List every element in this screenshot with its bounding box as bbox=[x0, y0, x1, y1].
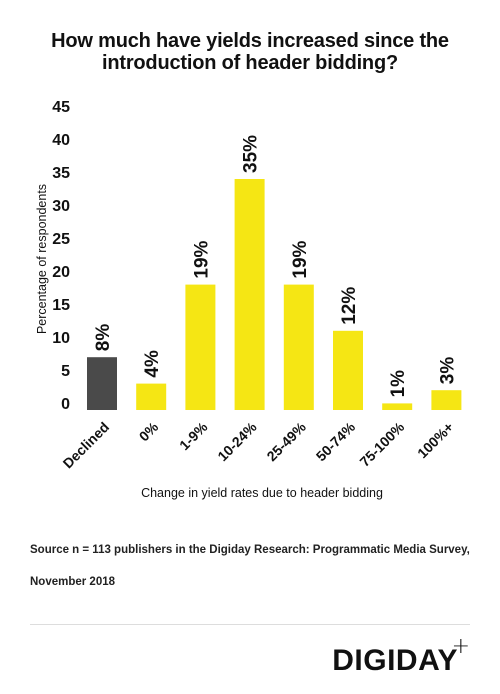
chart-title: How much have yields increased since the… bbox=[0, 30, 500, 74]
value-label: 19% bbox=[191, 240, 212, 278]
bar-10-24 bbox=[234, 179, 265, 410]
y-tick-label: 35 bbox=[52, 165, 70, 182]
bar-chart: 0 5 10 15 20 25 30 35 40 45 Percentage of responde… bbox=[35, 99, 462, 500]
digiday-logo: DIGIDAY bbox=[332, 644, 458, 677]
value-label: 1% bbox=[388, 370, 409, 398]
y-axis-ticks: 0 5 10 15 20 25 30 35 40 45 bbox=[52, 99, 70, 413]
y-tick-label: 40 bbox=[52, 132, 70, 149]
x-axis-label: Change in yield rates due to header bidd… bbox=[141, 486, 383, 500]
y-tick-label: 15 bbox=[52, 297, 70, 314]
category-labels: Declined 0% 1-9% 10-24% 25-49% 50-74%75-100% 1… bbox=[60, 418, 457, 471]
y-axis-label: Percentage of respondents bbox=[35, 184, 49, 334]
chart-title-line-1: How much have yields increased since the bbox=[51, 30, 449, 52]
y-tick-label: 30 bbox=[52, 198, 70, 215]
bar-declined bbox=[87, 357, 117, 410]
bars bbox=[87, 179, 462, 410]
value-labels: 8% 4% 19% 35% 19% 12% 1% 3% bbox=[93, 135, 458, 398]
category-label: 25-49% bbox=[263, 418, 309, 464]
y-tick-label: 0 bbox=[61, 396, 70, 413]
source-note: Source n = 113 publishers in the Digiday… bbox=[30, 544, 470, 556]
category-label: 100%+ bbox=[414, 419, 456, 461]
category-label: 75-100% bbox=[356, 418, 407, 469]
y-tick-label: 20 bbox=[52, 264, 70, 281]
y-tick-label: 25 bbox=[52, 231, 70, 248]
category-label: 0% bbox=[136, 418, 162, 444]
category-label: 50-74% bbox=[313, 418, 359, 464]
value-label: 3% bbox=[437, 357, 458, 385]
source-note-date: November 2018 bbox=[30, 576, 116, 588]
bar-25-49 bbox=[283, 284, 314, 410]
category-label: 10-24% bbox=[214, 418, 260, 464]
bar-0 bbox=[136, 383, 167, 410]
bar-75-100 bbox=[382, 403, 413, 410]
value-label: 8% bbox=[93, 324, 114, 352]
y-tick-label: 5 bbox=[61, 363, 70, 380]
bar-100 bbox=[431, 390, 462, 410]
y-tick-label: 10 bbox=[52, 330, 70, 347]
value-label: 12% bbox=[339, 287, 360, 325]
value-label: 4% bbox=[142, 350, 163, 378]
bar-50-74 bbox=[333, 330, 363, 410]
value-label: 35% bbox=[241, 135, 262, 173]
chart-title-line-2: introduction of header bidding? bbox=[102, 52, 398, 74]
category-label: Declined bbox=[60, 419, 113, 472]
plus-icon: + bbox=[451, 634, 470, 659]
footer-divider bbox=[30, 624, 470, 625]
value-label: 19% bbox=[290, 240, 311, 278]
bar-1-9 bbox=[185, 284, 216, 410]
y-tick-label: 45 bbox=[52, 99, 70, 116]
category-label: 1-9% bbox=[176, 418, 211, 453]
